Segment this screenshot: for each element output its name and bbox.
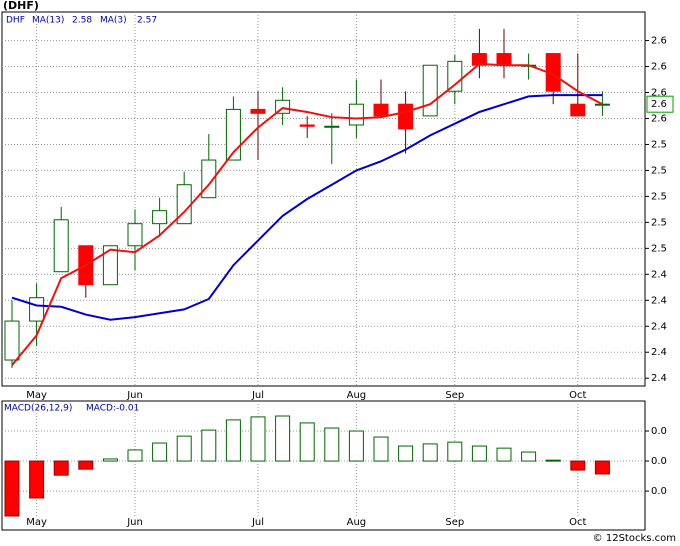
macd-bar [422, 443, 438, 462]
chart-title: (DHF) [3, 0, 39, 12]
candle-body [29, 297, 45, 322]
macd-bar [225, 419, 241, 462]
last-price-box [646, 95, 674, 113]
x-tick-label: Jun [126, 390, 143, 401]
y-tick-label: 2.4 [651, 373, 667, 384]
candle-body [4, 320, 20, 361]
last-price-label: 2.6 [651, 99, 667, 110]
candle-body [570, 103, 586, 117]
x-tick-label: Jul [251, 390, 264, 401]
y-tick-label: 2.4 [651, 347, 667, 358]
y-tick-label: 2.5 [651, 139, 667, 150]
macd-bar [348, 430, 364, 462]
macd-bar [471, 445, 487, 462]
x-tick-label: Oct [569, 390, 586, 401]
y-tick-label: 2.5 [651, 165, 667, 176]
legend-value: 2.57 [137, 16, 157, 26]
x-tick-label: Aug [347, 390, 367, 401]
candle-body [102, 245, 118, 286]
candle-body [594, 103, 610, 106]
macd-bar [594, 460, 610, 475]
macd-bar [447, 441, 463, 462]
x-tick-label: Sep [445, 517, 464, 528]
macd-bar [496, 447, 512, 462]
legend-entry: MA(3) [100, 16, 127, 26]
y-tick-label: 2.4 [651, 269, 667, 280]
candle-body [348, 103, 364, 126]
macd-title: MACD(26,12,9) [4, 404, 72, 414]
y-tick-label: 0.0 [651, 426, 667, 437]
macd-bar [4, 460, 20, 517]
legend-entry: MA(13) [32, 16, 64, 26]
watermark: © 12Stocks.com [593, 533, 676, 544]
macd-bar [102, 458, 118, 462]
legend-value: 2.58 [72, 16, 92, 26]
candle-body [447, 60, 463, 92]
ma-line [11, 62, 603, 366]
x-tick-label: May [26, 517, 47, 528]
macd-bar [29, 460, 45, 499]
candle-body [422, 64, 438, 117]
y-tick-label: 2.6 [651, 62, 667, 73]
y-tick-label: 2.5 [651, 217, 667, 228]
candle-body [53, 219, 69, 273]
x-tick-label: Sep [445, 390, 464, 401]
candle-body [398, 103, 414, 130]
macd-bar [176, 435, 192, 462]
x-tick-label: May [26, 390, 47, 401]
candle-body [152, 210, 168, 225]
macd-bar [127, 449, 143, 462]
macd-bar [78, 460, 94, 470]
macd-bar [373, 436, 389, 462]
candle-body [373, 103, 389, 117]
x-tick-label: Oct [569, 517, 586, 528]
y-tick-label: 2.6 [651, 113, 667, 124]
macd-bar [545, 459, 561, 462]
y-tick-label: 0.0 [651, 486, 667, 497]
ma-line [11, 94, 603, 321]
x-tick-label: Jul [251, 517, 264, 528]
macd-value: MACD:-0.01 [86, 404, 139, 414]
candle-body [299, 124, 315, 127]
x-tick-label: Aug [347, 517, 367, 528]
x-tick-label: Jun [126, 517, 143, 528]
candle-body [496, 53, 512, 66]
symbol: DHF [6, 16, 25, 26]
macd-bar [201, 429, 217, 462]
macd-bar [275, 415, 291, 462]
y-tick-label: 2.6 [651, 36, 667, 47]
macd-bar [250, 416, 266, 462]
macd-bar [152, 442, 168, 462]
macd-bar [570, 460, 586, 471]
macd-panel [1, 400, 646, 531]
macd-bar [398, 445, 414, 462]
y-tick-label: 2.5 [651, 191, 667, 202]
price-panel [1, 11, 646, 387]
macd-bar [53, 460, 69, 476]
y-tick-label: 2.4 [651, 295, 667, 306]
candle-body [324, 125, 340, 128]
macd-bar [299, 422, 315, 462]
y-tick-label: 2.6 [651, 88, 667, 99]
candle-body [127, 223, 143, 247]
y-tick-label: 0.0 [651, 456, 667, 467]
candle-body [250, 108, 266, 114]
y-tick-label: 2.5 [651, 243, 667, 254]
macd-bar [521, 451, 537, 462]
macd-bar [324, 427, 340, 462]
y-tick-label: 2.4 [651, 321, 667, 332]
